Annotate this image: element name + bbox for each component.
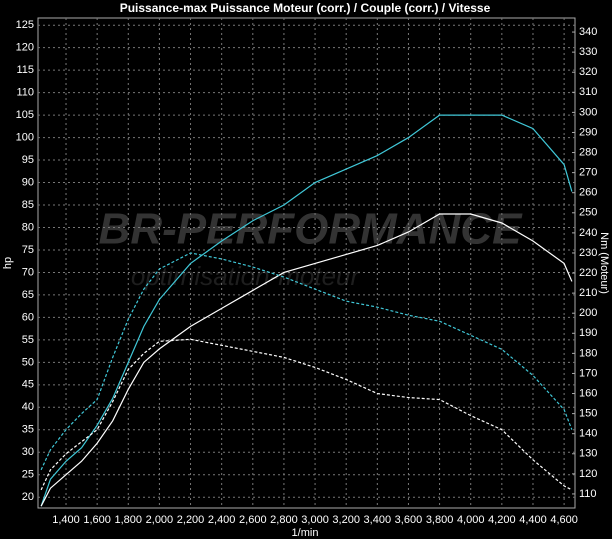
y2-tick-label: 260	[579, 187, 597, 199]
x-tick-label: 3,200	[332, 514, 360, 526]
chart-title: Puissance-max Puissance Moteur (corr.) /…	[120, 1, 491, 15]
y2-tick-label: 220	[579, 267, 597, 279]
y2-tick-label: 290	[579, 126, 597, 138]
y2-tick-label: 230	[579, 247, 597, 259]
y-tick-label: 85	[22, 199, 34, 211]
x-tick-label: 4,200	[488, 514, 516, 526]
y2-tick-label: 150	[579, 408, 597, 420]
y-tick-label: 90	[22, 176, 34, 188]
y-tick-label: 100	[16, 131, 34, 143]
watermark: optimisation-moteur	[131, 261, 361, 291]
y-tick-label: 70	[22, 266, 34, 278]
y2-tick-label: 110	[579, 488, 597, 500]
y2-tick-label: 300	[579, 106, 597, 118]
y-axis-label: hp	[2, 257, 14, 269]
y-tick-label: 115	[16, 64, 34, 76]
x-tick-label: 1,400	[52, 514, 80, 526]
y-tick-label: 25	[22, 469, 34, 481]
y-tick-label: 60	[22, 311, 34, 323]
y-tick-label: 105	[16, 109, 34, 121]
y2-tick-label: 340	[579, 26, 597, 38]
x-tick-label: 2,000	[146, 514, 174, 526]
y-tick-label: 35	[22, 424, 34, 436]
y2-tick-label: 120	[579, 468, 597, 480]
x-tick-label: 4,000	[457, 514, 485, 526]
y2-tick-label: 240	[579, 227, 597, 239]
y2-tick-label: 320	[579, 66, 597, 78]
y2-tick-label: 140	[579, 428, 597, 440]
y-tick-label: 20	[22, 491, 34, 503]
x-tick-label: 2,200	[177, 514, 205, 526]
y-tick-label: 125	[16, 19, 34, 31]
x-tick-label: 4,400	[519, 514, 547, 526]
x-tick-label: 3,400	[364, 514, 392, 526]
series-line	[40, 114, 573, 507]
x-tick-label: 3,800	[426, 514, 454, 526]
y2-tick-label: 270	[579, 167, 597, 179]
x-tick-label: 3,600	[395, 514, 423, 526]
y2-tick-label: 180	[579, 347, 597, 359]
y2-tick-label: 310	[579, 86, 597, 98]
x-tick-label: 1,600	[83, 514, 111, 526]
y2-tick-label: 200	[579, 307, 597, 319]
y-tick-label: 30	[22, 446, 34, 458]
y-tick-label: 65	[22, 289, 34, 301]
y-tick-label: 40	[22, 401, 34, 413]
series-line	[40, 252, 573, 471]
y-tick-label: 80	[22, 221, 34, 233]
series-line	[40, 213, 573, 507]
y2-tick-label: 190	[579, 327, 597, 339]
y2-tick-label: 130	[579, 448, 597, 460]
y2-tick-label: 210	[579, 287, 597, 299]
x-tick-label: 3,000	[301, 514, 329, 526]
y-tick-label: 120	[16, 42, 34, 54]
y-tick-label: 110	[16, 87, 34, 99]
y2-axis-label: Nm (Moteur)	[598, 232, 610, 294]
y-tick-label: 45	[22, 379, 34, 391]
x-axis-label: 1/min	[292, 527, 319, 539]
y2-tick-label: 170	[579, 367, 597, 379]
y2-tick-label: 160	[579, 387, 597, 399]
y-tick-label: 50	[22, 356, 34, 368]
y-tick-label: 75	[22, 244, 34, 256]
y2-tick-label: 250	[579, 207, 597, 219]
watermark: BR-PERFORMANCE	[99, 205, 524, 254]
y-tick-label: 95	[22, 154, 34, 166]
x-tick-label: 2,600	[239, 514, 267, 526]
x-tick-label: 2,400	[208, 514, 236, 526]
y2-tick-label: 280	[579, 146, 597, 158]
y-tick-label: 55	[22, 334, 34, 346]
x-tick-label: 2,800	[270, 514, 298, 526]
series-line	[40, 338, 573, 491]
plot-frame	[37, 17, 576, 509]
x-tick-label: 4,600	[550, 514, 578, 526]
y2-tick-label: 330	[579, 46, 597, 58]
x-tick-label: 1,800	[115, 514, 143, 526]
